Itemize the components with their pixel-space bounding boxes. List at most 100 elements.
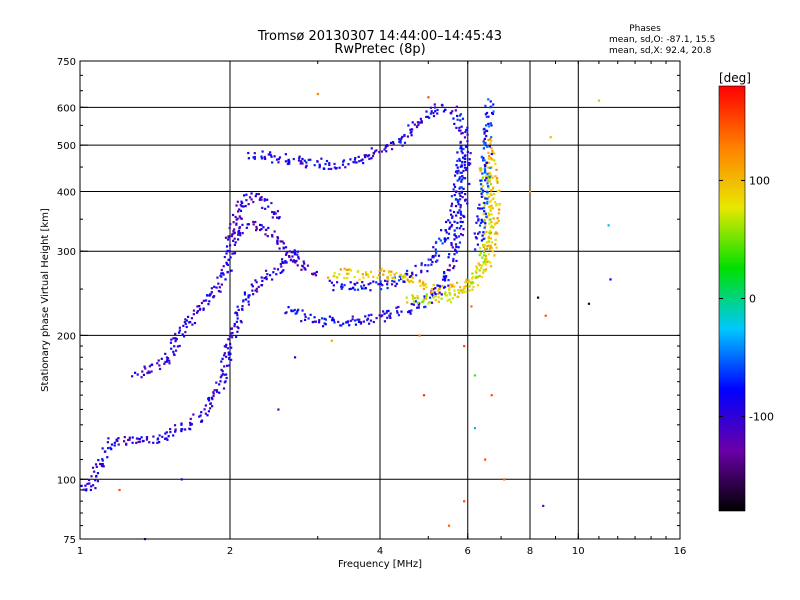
data-point [231,252,234,255]
data-point [231,336,234,339]
data-point [240,321,243,324]
data-point [158,364,161,367]
data-point [364,271,368,274]
data-point [228,250,231,253]
data-point [481,256,484,259]
data-point [456,118,459,121]
data-point [385,150,388,153]
data-point [437,300,440,303]
data-point [222,265,225,268]
data-point [488,154,491,158]
data-point [452,188,455,191]
data-points [80,92,612,541]
data-point [221,357,224,360]
y-tick-label: 400 [57,187,76,198]
data-point [386,276,389,279]
data-point [330,281,333,284]
data-point [493,159,496,162]
data-point [140,436,143,439]
data-point [488,171,491,175]
data-point [474,248,477,251]
data-point [360,159,363,162]
data-point [462,215,466,218]
data-point [503,478,506,481]
data-point [233,322,236,326]
data-point [484,257,487,260]
data-point [434,254,437,257]
data-point [455,190,458,193]
data-point [491,176,494,179]
data-point [336,281,339,284]
data-point [294,312,297,315]
data-point [169,430,172,434]
data-point [101,457,104,461]
data-point [455,105,458,108]
data-point [101,459,104,462]
data-point [172,434,175,437]
data-point [496,190,499,193]
data-point [277,161,280,164]
data-point [482,245,485,249]
data-point [253,157,256,160]
data-point [405,296,408,299]
data-point [328,315,331,318]
data-point [489,138,492,141]
plot-border [79,60,681,540]
data-point [449,293,452,296]
data-point [488,244,491,247]
data-point [455,214,458,217]
data-point [169,428,172,431]
data-point [490,152,493,156]
data-point [313,272,316,275]
data-point [427,258,430,261]
data-point [240,205,243,208]
data-point [284,253,288,256]
data-point [481,176,485,179]
data-point [490,111,494,115]
data-point [453,285,456,288]
data-point [450,285,453,288]
data-point [481,177,484,180]
data-point [247,157,250,160]
data-point [475,265,478,268]
data-point [488,229,491,233]
data-point [356,318,359,321]
data-point [403,274,406,277]
data-point [461,161,464,164]
data-point [455,281,459,284]
data-point [87,478,91,482]
data-point [413,123,416,126]
data-point [489,193,493,196]
data-point [451,283,454,286]
data-point [444,291,447,294]
data-point [454,204,458,208]
data-point [305,161,308,164]
data-point [348,268,352,271]
data-point [307,317,310,320]
data-point [487,260,490,263]
data-point [478,207,482,210]
data-point [160,357,163,360]
data-point [136,373,139,376]
data-point [486,197,489,200]
data-point [489,122,492,126]
data-point [474,276,477,280]
data-point [415,125,419,129]
data-point [365,273,368,276]
data-point [465,281,468,284]
data-point [358,318,361,321]
data-point [300,320,303,323]
data-point [277,158,280,161]
data-point [369,282,372,285]
data-point [493,222,497,225]
data-point [212,296,215,299]
data-point [241,201,244,205]
data-point [379,282,383,286]
data-point [483,204,486,207]
data-point [487,166,490,169]
data-point [354,283,357,286]
data-point [393,273,396,276]
data-point [429,106,433,109]
data-point [494,231,498,234]
data-point [483,143,486,146]
